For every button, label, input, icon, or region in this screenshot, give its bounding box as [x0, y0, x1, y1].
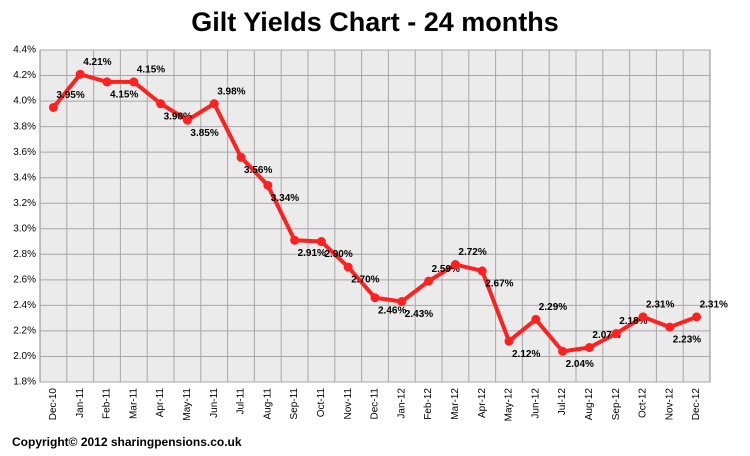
y-tick-label: 2.8% — [13, 249, 36, 260]
x-tick-label: Feb-11 — [102, 388, 113, 419]
data-label: 2.46% — [378, 305, 406, 316]
y-tick-label: 3.8% — [13, 121, 36, 132]
y-tick-label: 3.6% — [13, 147, 36, 158]
x-tick-label: Nov-12 — [664, 388, 675, 421]
x-tick-label: Jan-11 — [75, 388, 86, 418]
x-tick-label: Jan-12 — [396, 388, 407, 419]
marker — [343, 262, 353, 272]
y-tick-label: 2.2% — [13, 326, 36, 337]
data-label: 3.56% — [244, 165, 272, 176]
chart-title: Gilt Yields Chart - 24 months — [191, 7, 559, 37]
data-label: 3.95% — [56, 90, 84, 101]
data-label: 2.07% — [592, 330, 620, 341]
data-label: 3.98% — [164, 111, 192, 122]
x-tick-label: Jun-12 — [530, 388, 541, 419]
y-tick-label: 3.0% — [13, 223, 36, 234]
x-tick-label: May-12 — [504, 388, 515, 422]
data-label: 2.72% — [458, 247, 486, 258]
x-tick-label: Dec-10 — [48, 388, 59, 421]
x-tick-label: Feb-12 — [423, 388, 434, 420]
marker — [236, 152, 246, 162]
x-tick-label: Jun-11 — [209, 388, 220, 418]
plot-area — [39, 49, 711, 383]
marker — [692, 312, 702, 322]
marker — [638, 312, 648, 322]
marker — [48, 102, 58, 112]
marker — [290, 235, 300, 245]
marker — [263, 180, 273, 190]
x-tick-label: Sep-12 — [611, 388, 622, 421]
y-tick-label: 2.6% — [13, 274, 36, 285]
x-tick-label: May-11 — [182, 388, 193, 421]
x-tick-label: Apr-11 — [155, 388, 166, 418]
data-label: 4.21% — [83, 57, 111, 68]
data-label: 3.34% — [271, 193, 299, 204]
x-tick-label: Mar-12 — [450, 388, 461, 420]
data-label: 2.43% — [405, 309, 433, 320]
data-label: 2.70% — [351, 275, 379, 286]
data-label: 2.23% — [673, 335, 701, 346]
marker — [102, 77, 112, 87]
copyright: Copyright© 2012 sharingpensions.co.uk — [12, 435, 242, 449]
x-tick-label: Nov-11 — [343, 388, 354, 420]
x-tick-label: Aug-11 — [262, 388, 273, 420]
marker — [584, 343, 594, 353]
x-tick-label: Jul-11 — [236, 388, 247, 415]
data-label: 3.85% — [190, 128, 218, 139]
y-tick-label: 2.4% — [13, 300, 36, 311]
marker — [424, 276, 434, 286]
data-label: 2.29% — [539, 302, 567, 313]
data-label: 2.18% — [619, 316, 647, 327]
marker — [611, 328, 621, 338]
y-tick-label: 3.2% — [13, 198, 36, 209]
x-tick-label: Apr-12 — [477, 388, 488, 418]
y-tick-label: 1.8% — [13, 377, 36, 388]
marker — [156, 99, 166, 109]
marker — [665, 322, 675, 332]
y-tick-label: 4.4% — [13, 45, 36, 56]
data-label: 2.59% — [432, 264, 460, 275]
y-tick-label: 2.0% — [13, 351, 36, 362]
marker — [75, 69, 85, 79]
marker — [182, 115, 192, 125]
y-tick-label: 3.4% — [13, 172, 36, 183]
data-label: 2.67% — [485, 279, 513, 290]
marker — [531, 314, 541, 324]
x-tick-label: Dec-11 — [370, 388, 381, 420]
marker — [558, 346, 568, 356]
data-label: 4.15% — [137, 65, 165, 76]
marker — [370, 293, 380, 303]
marker — [397, 297, 407, 307]
x-tick-label: Mar-11 — [128, 388, 139, 419]
marker — [209, 99, 219, 109]
x-tick-label: Aug-12 — [584, 388, 595, 421]
data-label: 4.15% — [110, 90, 138, 101]
y-tick-label: 4.2% — [13, 70, 36, 81]
x-tick-label: Oct-12 — [638, 388, 649, 418]
data-label: 2.31% — [700, 300, 728, 311]
x-tick-label: Oct-11 — [316, 388, 327, 418]
y-tick-label: 4.0% — [13, 96, 36, 107]
data-label: 2.90% — [324, 249, 352, 260]
marker — [504, 336, 514, 346]
marker — [129, 77, 139, 87]
x-tick-label: Jul-12 — [557, 388, 568, 416]
data-label: 2.91% — [298, 248, 326, 259]
data-label: 3.98% — [217, 86, 245, 97]
marker — [316, 237, 326, 247]
data-label: 2.31% — [646, 300, 674, 311]
marker — [450, 260, 460, 270]
x-tick-label: Sep-11 — [289, 388, 300, 420]
x-tick-label: Dec-12 — [691, 388, 702, 421]
data-label: 2.12% — [512, 349, 540, 360]
data-label: 2.04% — [566, 359, 594, 370]
marker — [477, 266, 487, 276]
